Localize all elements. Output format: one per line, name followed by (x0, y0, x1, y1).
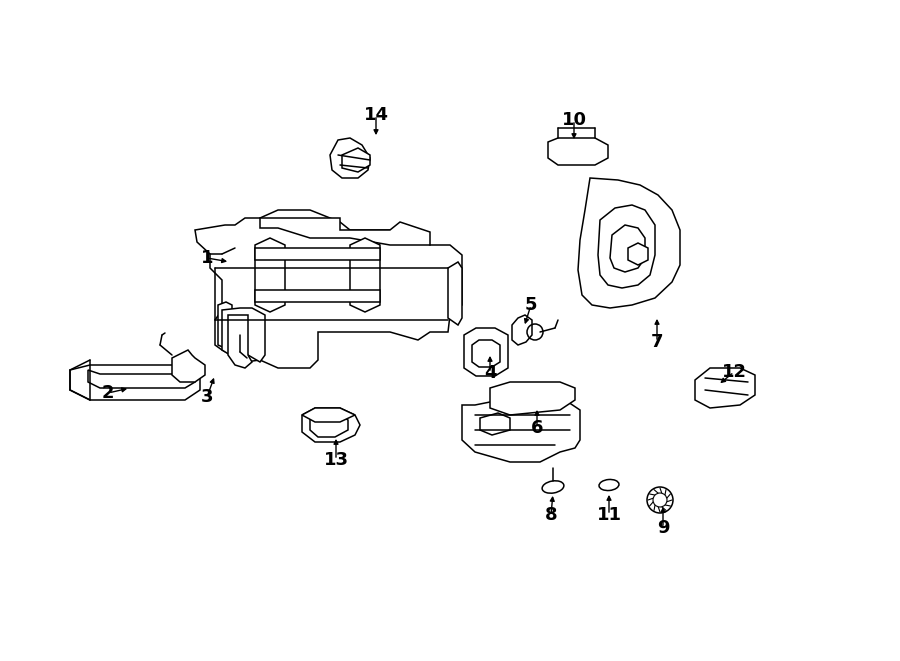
Ellipse shape (599, 479, 619, 490)
Polygon shape (222, 308, 265, 362)
Polygon shape (548, 138, 608, 165)
Polygon shape (302, 408, 360, 442)
Polygon shape (228, 315, 252, 368)
Text: 7: 7 (651, 333, 663, 351)
Text: 2: 2 (102, 384, 114, 402)
Polygon shape (260, 218, 430, 245)
Polygon shape (448, 262, 462, 325)
Polygon shape (342, 148, 370, 172)
Polygon shape (598, 205, 655, 288)
Polygon shape (512, 315, 532, 345)
Polygon shape (464, 328, 508, 376)
Text: 13: 13 (323, 451, 348, 469)
Text: 9: 9 (657, 519, 670, 537)
Polygon shape (70, 365, 200, 400)
Polygon shape (628, 243, 648, 265)
Text: 14: 14 (364, 106, 389, 124)
Polygon shape (578, 178, 680, 308)
Polygon shape (462, 398, 580, 462)
Polygon shape (88, 370, 195, 388)
Polygon shape (302, 408, 355, 422)
Text: 6: 6 (531, 419, 544, 437)
Polygon shape (255, 290, 380, 302)
Text: 5: 5 (525, 296, 537, 314)
Polygon shape (330, 138, 370, 178)
Polygon shape (195, 210, 462, 368)
Circle shape (653, 493, 667, 507)
Polygon shape (490, 382, 575, 415)
Polygon shape (350, 238, 380, 312)
Circle shape (647, 487, 673, 513)
Polygon shape (610, 225, 645, 272)
Text: 1: 1 (201, 249, 213, 267)
Text: 12: 12 (722, 363, 746, 381)
Text: 11: 11 (597, 506, 622, 524)
Polygon shape (255, 238, 285, 312)
Text: 8: 8 (544, 506, 557, 524)
Text: 4: 4 (484, 364, 496, 382)
Polygon shape (172, 350, 205, 382)
Polygon shape (255, 248, 380, 260)
Polygon shape (310, 414, 348, 437)
Polygon shape (695, 368, 755, 408)
Ellipse shape (542, 481, 564, 493)
Polygon shape (480, 413, 510, 435)
Text: 3: 3 (201, 388, 213, 406)
Text: 10: 10 (562, 111, 587, 129)
Polygon shape (472, 340, 500, 367)
Polygon shape (218, 302, 232, 348)
